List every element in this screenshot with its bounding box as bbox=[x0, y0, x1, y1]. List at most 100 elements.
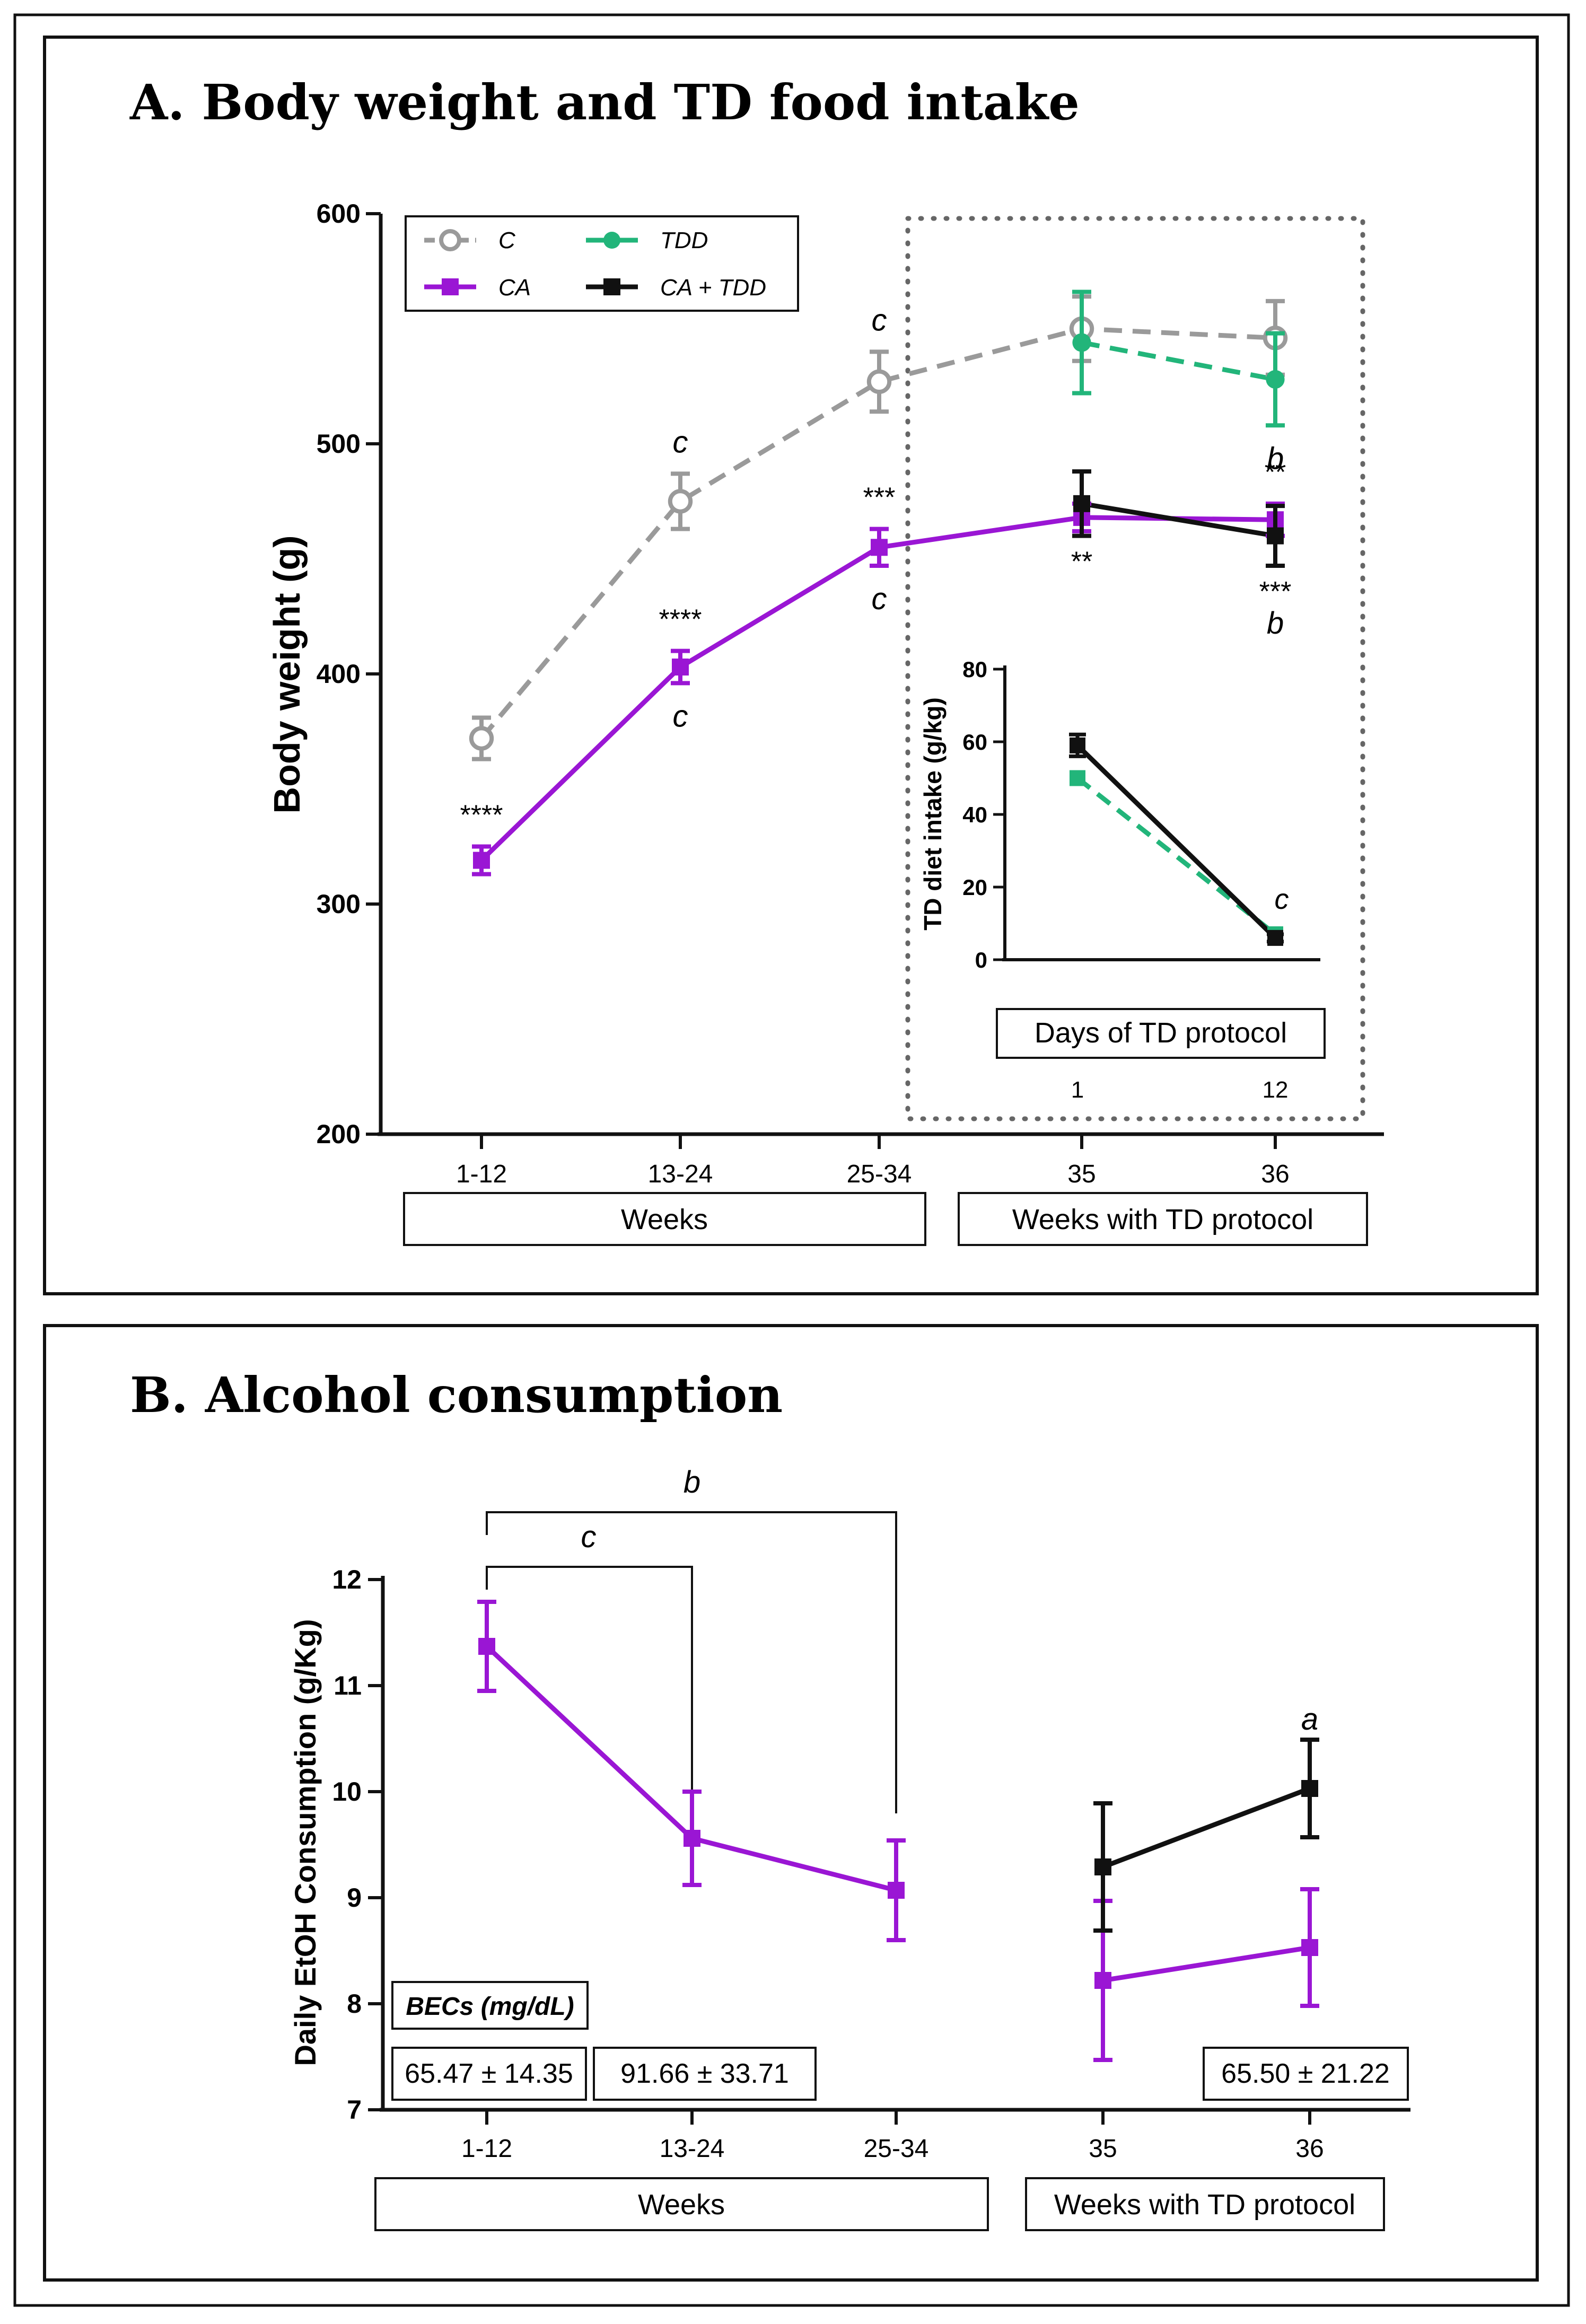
inset-y-tick-label: 60 bbox=[962, 730, 987, 755]
inset-dotted-frame bbox=[905, 216, 1365, 1121]
a-annotation: c bbox=[673, 425, 688, 459]
a-annotations: ****c****cc***c**b*****b bbox=[460, 303, 1292, 830]
a-x-ticks: 1-12 13-24 25-34 35 36 bbox=[456, 1134, 1290, 1188]
a-td-box bbox=[958, 1192, 1368, 1246]
bec-value-1: 65.47 ± 14.35 bbox=[405, 2058, 573, 2089]
b-y-label: Daily EtOH Consumption (g/Kg) bbox=[288, 1619, 322, 2066]
a-point-ca-tdd bbox=[1267, 527, 1284, 545]
b-weeks-box bbox=[374, 2177, 989, 2231]
a-weeks-box bbox=[403, 1192, 926, 1246]
b-point-ca bbox=[478, 1638, 495, 1655]
bec-box-2 bbox=[593, 2047, 817, 2101]
panel-b: B. Alcohol consumption b c 7 8 9 10 11 12 1-1… bbox=[43, 1324, 1539, 2282]
bec-label: BECs (mg/dL) bbox=[406, 1993, 574, 2021]
b-y-tick-label: 9 bbox=[347, 1883, 362, 1913]
outer-frame bbox=[13, 13, 1570, 2307]
a-point-c bbox=[469, 726, 494, 751]
inset-point-ca-tdd bbox=[1267, 929, 1283, 946]
a-annotation: *** bbox=[1259, 576, 1292, 607]
a-line-c bbox=[479, 326, 1276, 740]
inset-point-ca-tdd bbox=[1070, 737, 1085, 753]
b-line-ca-tdd bbox=[1102, 1786, 1311, 1870]
a-line-tdd bbox=[1081, 340, 1276, 382]
a-series-points bbox=[469, 290, 1288, 876]
a-annotation: ** bbox=[1071, 547, 1092, 577]
b-point-ca-tdd bbox=[1094, 1858, 1111, 1875]
bracket-outer bbox=[486, 1511, 897, 1813]
a-legend: C CA TDD CA + TDD bbox=[405, 215, 799, 312]
legend-ca-marker bbox=[442, 278, 459, 295]
b-y-tick-label: 11 bbox=[334, 1671, 362, 1700]
inset-series-lines bbox=[1075, 743, 1277, 940]
a-point-ca bbox=[871, 539, 888, 556]
bec-value-3: 65.50 ± 21.22 bbox=[1221, 2058, 1390, 2089]
inset-series-points bbox=[1069, 732, 1284, 946]
legend-c-marker bbox=[439, 229, 461, 251]
inset-annotations: c bbox=[1275, 883, 1289, 915]
legend-catdd-marker bbox=[603, 278, 620, 295]
a-x-tick-label: 13-24 bbox=[648, 1160, 713, 1188]
b-x-tick-label: 25-34 bbox=[864, 2135, 929, 2163]
bec-value-2: 91.66 ± 33.71 bbox=[620, 2058, 789, 2089]
a-y-label: Body weight (g) bbox=[266, 536, 308, 814]
a-x-tick-label: 1-12 bbox=[456, 1160, 507, 1188]
a-line-ca bbox=[479, 515, 1276, 862]
comparison-brackets bbox=[486, 1511, 897, 1835]
a-weeks-label: Weeks bbox=[621, 1204, 708, 1235]
inset-x-ticks: 1 12 bbox=[1071, 1077, 1289, 1103]
a-annotation: b bbox=[1267, 441, 1284, 476]
bec-box-3 bbox=[1203, 2047, 1409, 2101]
legend-frame bbox=[405, 215, 799, 312]
a-x-tick-label: 25-34 bbox=[847, 1160, 912, 1188]
panel-a-title: A. Body weight and TD food intake bbox=[129, 74, 1080, 131]
b-x-tick-label: 35 bbox=[1089, 2135, 1117, 2163]
b-x-tick-label: 36 bbox=[1295, 2135, 1324, 2163]
a-y-tick-label: 400 bbox=[317, 659, 361, 689]
bracket-inner bbox=[486, 1566, 693, 1835]
a-y-tick-label: 500 bbox=[317, 429, 361, 459]
inset-y-tick-label: 20 bbox=[962, 875, 987, 900]
b-line-ca bbox=[1102, 1945, 1310, 1983]
legend-tdd-marker bbox=[603, 232, 620, 249]
inset-y-tick-label: 40 bbox=[962, 802, 987, 827]
b-y-tick-label: 10 bbox=[332, 1777, 362, 1806]
b-td-box bbox=[1025, 2177, 1385, 2231]
b-x-tick-label: 13-24 bbox=[660, 2135, 725, 2163]
a-annotation: ** bbox=[1265, 457, 1286, 488]
inset-annotation: c bbox=[1275, 883, 1289, 915]
panel-b-title: B. Alcohol consumption bbox=[130, 1366, 783, 1424]
inset-point-tdd bbox=[1070, 770, 1085, 786]
panel-b-frame bbox=[43, 1324, 1539, 2282]
a-line-ca-tdd bbox=[1081, 501, 1276, 539]
b-series-points bbox=[477, 1600, 1319, 2062]
b-x-ticks: 1-12 13-24 25-34 35 36 bbox=[461, 2110, 1324, 2163]
b-point-ca bbox=[684, 1830, 700, 1847]
b-y-tick-label: 12 bbox=[332, 1565, 362, 1594]
inset-y-label: TD diet intake (g/kg) bbox=[919, 697, 947, 931]
inset-x-tick-label: 12 bbox=[1263, 1077, 1289, 1103]
a-point-c bbox=[866, 369, 892, 394]
legend-c-label: C bbox=[498, 227, 516, 253]
bracket-inner-label: c bbox=[581, 1520, 597, 1554]
b-point-ca bbox=[1094, 1972, 1111, 1989]
a-y-tick-label: 600 bbox=[317, 199, 361, 229]
bracket-outer-label: b bbox=[684, 1465, 700, 1499]
inset-title-box bbox=[996, 1008, 1326, 1059]
a-annotation: c bbox=[872, 582, 887, 616]
b-point-ca-tdd bbox=[1301, 1780, 1318, 1797]
a-point-c bbox=[668, 489, 693, 514]
b-td-label: Weeks with TD protocol bbox=[1054, 2189, 1355, 2221]
a-point-ca-tdd bbox=[1073, 495, 1090, 512]
panel-a-frame bbox=[43, 36, 1539, 1295]
a-point-tdd bbox=[1266, 370, 1285, 389]
inset-y-ticks: 0 20 40 60 80 bbox=[962, 657, 1005, 972]
a-td-label: Weeks with TD protocol bbox=[1012, 1204, 1313, 1235]
b-y-ticks: 7 8 9 10 11 12 bbox=[332, 1565, 383, 2125]
b-y-tick-label: 8 bbox=[347, 1989, 362, 2019]
b-annotation-36: a bbox=[1301, 1702, 1318, 1737]
legend-catdd-label: CA + TDD bbox=[660, 275, 766, 301]
a-annotation: c bbox=[673, 699, 688, 733]
a-annotation: **** bbox=[460, 800, 503, 831]
b-point-ca bbox=[888, 1882, 905, 1899]
b-weeks-label: Weeks bbox=[638, 2189, 725, 2221]
